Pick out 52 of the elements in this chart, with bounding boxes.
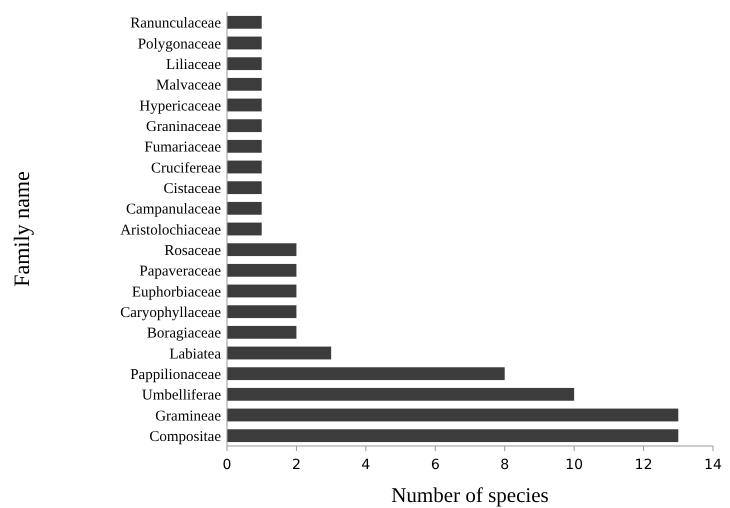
y-tick-label: Polygonaceae — [138, 36, 222, 52]
x-tick-label: 4 — [361, 457, 370, 473]
y-tick-label: Boragiaceae — [146, 326, 222, 342]
bar — [227, 264, 296, 277]
bar — [227, 98, 262, 112]
bar — [227, 243, 296, 256]
x-tick-label: 14 — [704, 457, 722, 473]
bar — [227, 57, 262, 70]
x-axis-title: Number of species — [391, 483, 549, 507]
bar — [227, 367, 505, 380]
y-axis-title: Family name — [9, 171, 34, 287]
bar — [227, 326, 296, 339]
y-tick-label: Hypericaceae — [139, 98, 222, 114]
y-tick-label: Euphorbiaceae — [132, 284, 222, 300]
x-tick-label: 10 — [565, 457, 584, 473]
y-tick-label: Graninaceae — [146, 118, 222, 135]
bar — [227, 181, 262, 194]
x-tick-label: 8 — [500, 457, 510, 473]
bar — [227, 429, 678, 442]
bar — [227, 140, 262, 153]
y-tick-label: Aristolochiaceae — [120, 222, 222, 238]
y-tick-label: Ranunculaceae — [130, 16, 222, 32]
bar — [227, 305, 296, 318]
bar — [227, 16, 262, 29]
y-tick-label: Papaveraceae — [139, 264, 222, 280]
bar — [227, 408, 678, 422]
bar — [227, 346, 332, 360]
x-tick-label: 12 — [634, 457, 652, 473]
bar — [227, 202, 262, 215]
bar — [227, 222, 262, 236]
y-tick-label: Campanulaceae — [126, 202, 222, 218]
bar — [227, 78, 262, 91]
y-tick-label: Compositae — [149, 428, 222, 445]
y-tick-label: Gramineae — [155, 408, 222, 424]
y-tick-label: Fumariaceae — [144, 140, 222, 156]
x-tick-label: 2 — [292, 457, 301, 473]
y-tick-label: Umbelliferae — [142, 388, 222, 404]
y-tick-label: Crucifereae — [151, 160, 222, 176]
y-tick-label: Caryophyllaceae — [120, 304, 222, 321]
bar — [227, 160, 262, 174]
y-tick-label: Labiatea — [169, 346, 222, 362]
y-tick-label: Malvaceae — [156, 78, 222, 94]
y-tick-label: Cistaceae — [164, 180, 222, 197]
bar — [227, 284, 296, 298]
bar — [227, 36, 262, 50]
y-tick-label: Liliaceae — [166, 56, 222, 73]
x-tick-label: 6 — [430, 457, 440, 473]
bar — [227, 388, 574, 401]
x-tick-label: 0 — [222, 457, 232, 473]
y-tick-label: Pappilionaceae — [130, 366, 222, 383]
bar — [227, 119, 262, 132]
y-tick-label: Rosaceae — [164, 242, 222, 259]
